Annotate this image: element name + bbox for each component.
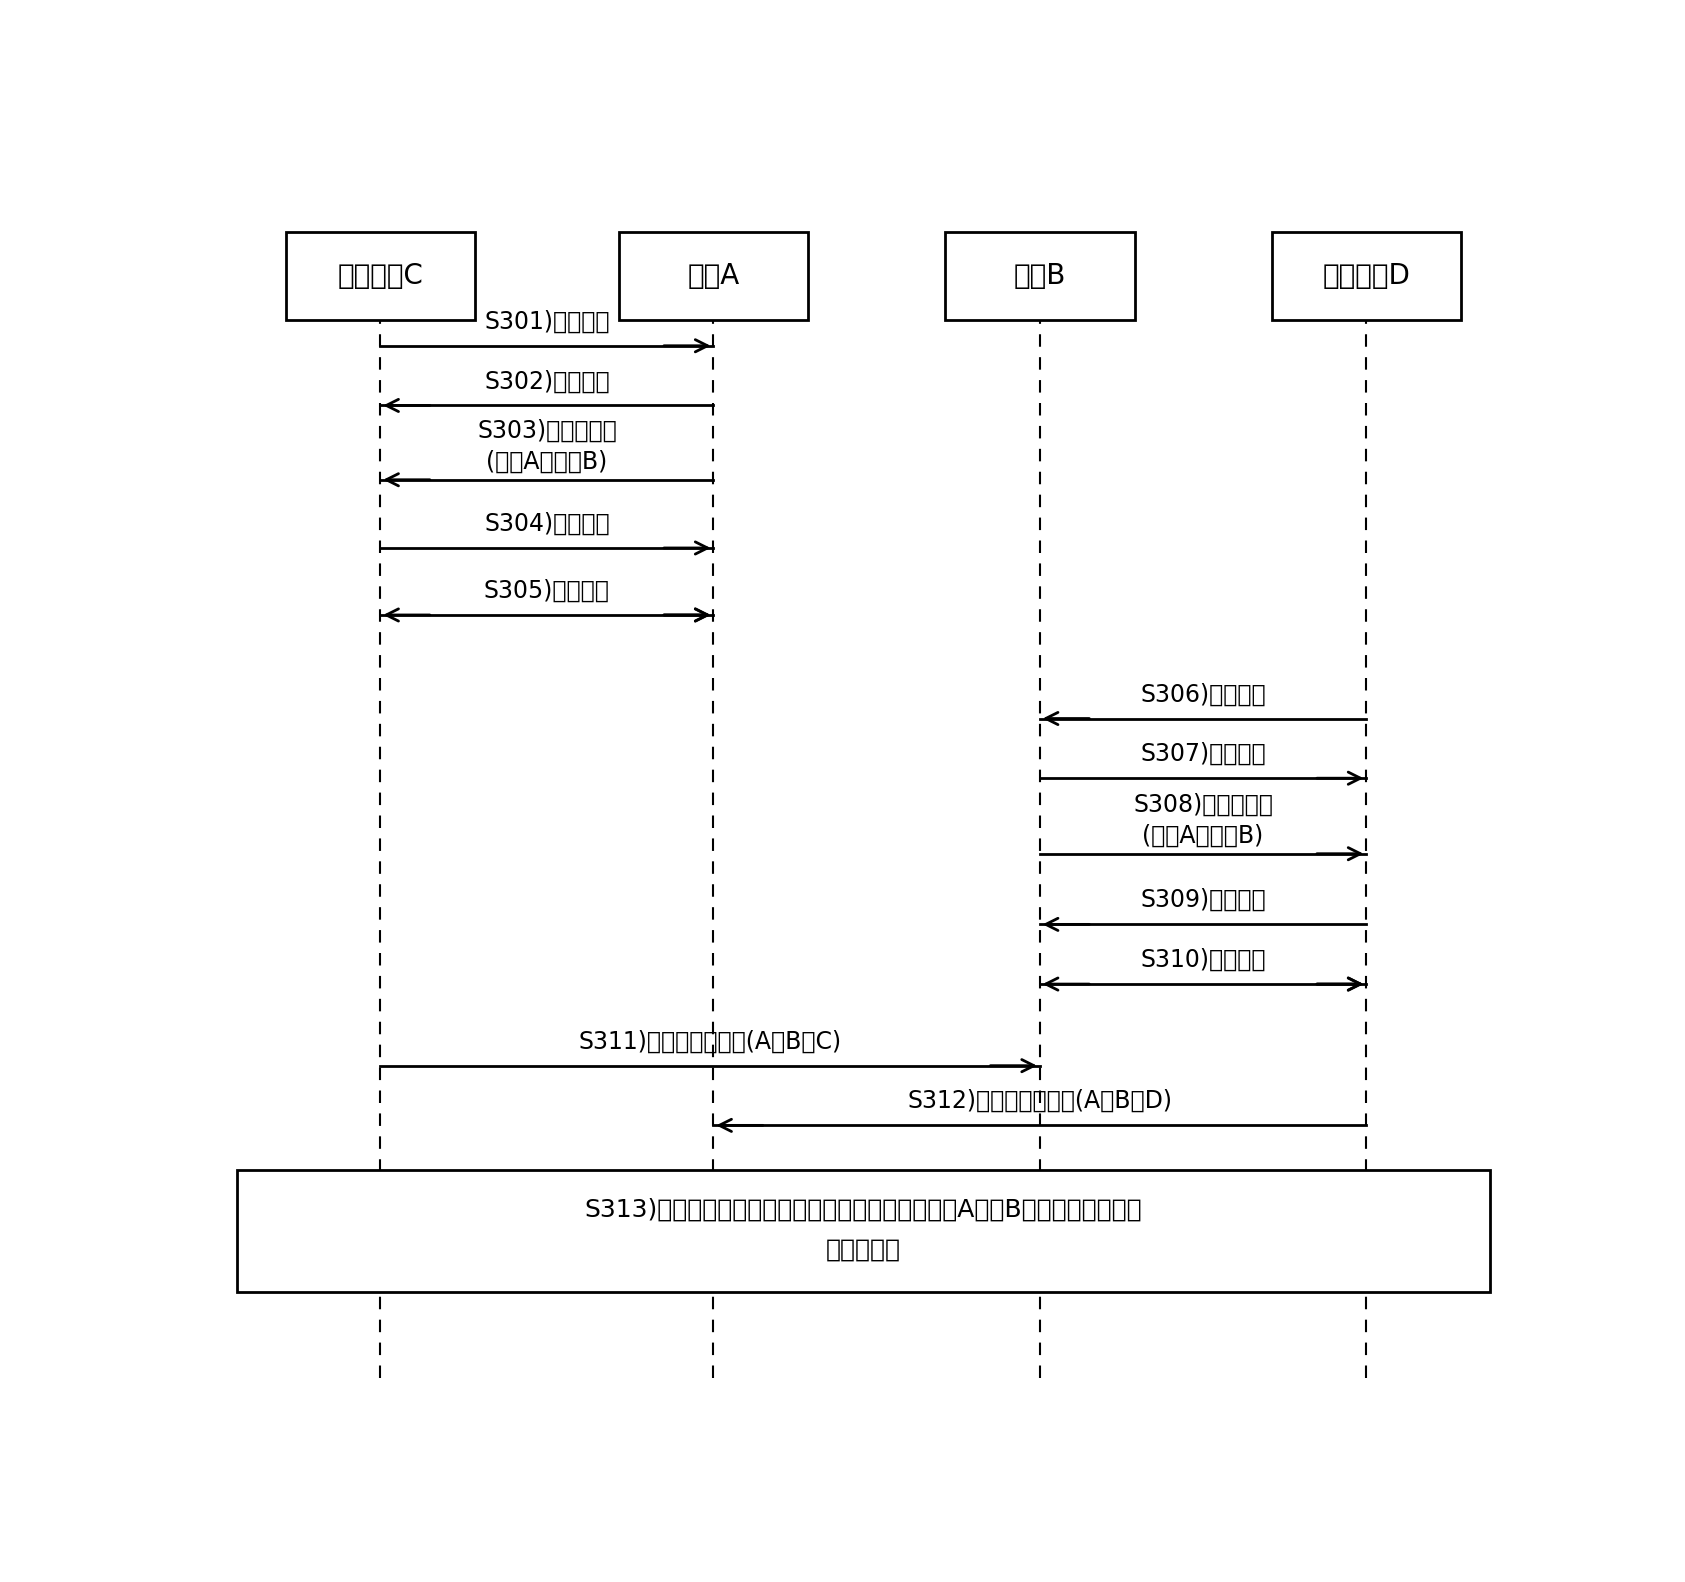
Text: S301)加入请求: S301)加入请求 (484, 310, 610, 334)
Text: S305)数据迁移: S305)数据迁移 (484, 579, 610, 603)
Text: S309)更新响应: S309)更新响应 (1141, 888, 1265, 913)
Text: S307)加入响应: S307)加入响应 (1141, 742, 1265, 766)
Text: (节点A、节点B): (节点A、节点B) (1142, 824, 1264, 848)
Text: 加入节点C: 加入节点C (337, 263, 423, 291)
Text: S311)路由表更新请求(A、B、C): S311)路由表更新请求(A、B、C) (578, 1030, 842, 1054)
Bar (286, 233, 475, 320)
Text: S304)更新响应: S304)更新响应 (484, 513, 610, 536)
Bar (1272, 233, 1461, 320)
Text: S312)路由表更新请求(A、B、D): S312)路由表更新请求(A、B、D) (907, 1088, 1173, 1114)
Text: S303)更新路由表: S303)更新路由表 (477, 419, 617, 443)
Bar (236, 1171, 1490, 1292)
Text: S313)此时各节点的路由表并不相同，如果此时节点A或者B宕机，路由表将永: S313)此时各节点的路由表并不相同，如果此时节点A或者B宕机，路由表将永 (585, 1198, 1142, 1221)
Text: 远无法同步: 远无法同步 (826, 1237, 901, 1261)
Text: S302)加入响应: S302)加入响应 (484, 369, 610, 394)
Text: 节点B: 节点B (1014, 263, 1067, 291)
Text: S306)加入请求: S306)加入请求 (1141, 682, 1265, 706)
Text: S310)数据迁移: S310)数据迁移 (1141, 948, 1265, 971)
Bar (618, 233, 809, 320)
Text: 加入节点D: 加入节点D (1323, 263, 1410, 291)
Text: (节点A、节点B): (节点A、节点B) (487, 449, 608, 473)
Bar (945, 233, 1134, 320)
Text: S308)更新路由表: S308)更新路由表 (1132, 793, 1274, 818)
Text: 节点A: 节点A (687, 263, 740, 291)
